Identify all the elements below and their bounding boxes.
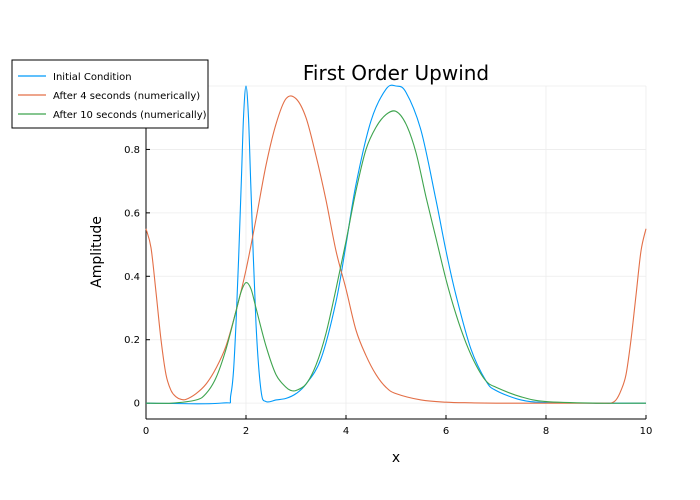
y-tick-label: 0: [134, 399, 140, 410]
series-line-2: [145, 95, 647, 404]
legend-label: Initial Condition: [53, 72, 132, 83]
ticks: 0 2 4 6 8 10 0 0.2 0.4 0.6 0.8: [124, 145, 652, 437]
x-tick-label: 4: [343, 426, 349, 437]
y-tick-label: 0.4: [124, 272, 140, 283]
series-lines: [145, 84, 647, 405]
x-tick-label: 10: [640, 426, 653, 437]
y-tick-label: 0.6: [124, 208, 140, 219]
legend-label: After 4 seconds (numerically): [53, 91, 200, 102]
x-axis-title: x: [392, 450, 400, 466]
series-line-3: [145, 110, 647, 404]
legend-box: [11, 59, 209, 129]
chart-title: First Order Upwind: [303, 61, 489, 85]
legend-label: After 10 seconds (numerically): [53, 110, 207, 121]
x-tick-label: 6: [443, 426, 449, 437]
y-axis-title: Amplitude: [89, 216, 105, 288]
x-tick-label: 2: [243, 426, 249, 437]
legend: Initial Condition After 4 seconds (numer…: [11, 59, 209, 129]
grid: [145, 85, 647, 419]
x-tick-label: 0: [143, 426, 149, 437]
axes: [145, 86, 646, 420]
y-tick-label: 0.2: [124, 335, 140, 346]
y-tick-label: 0.8: [124, 145, 140, 156]
x-tick-label: 8: [543, 426, 549, 437]
series-line-1: [145, 84, 647, 405]
